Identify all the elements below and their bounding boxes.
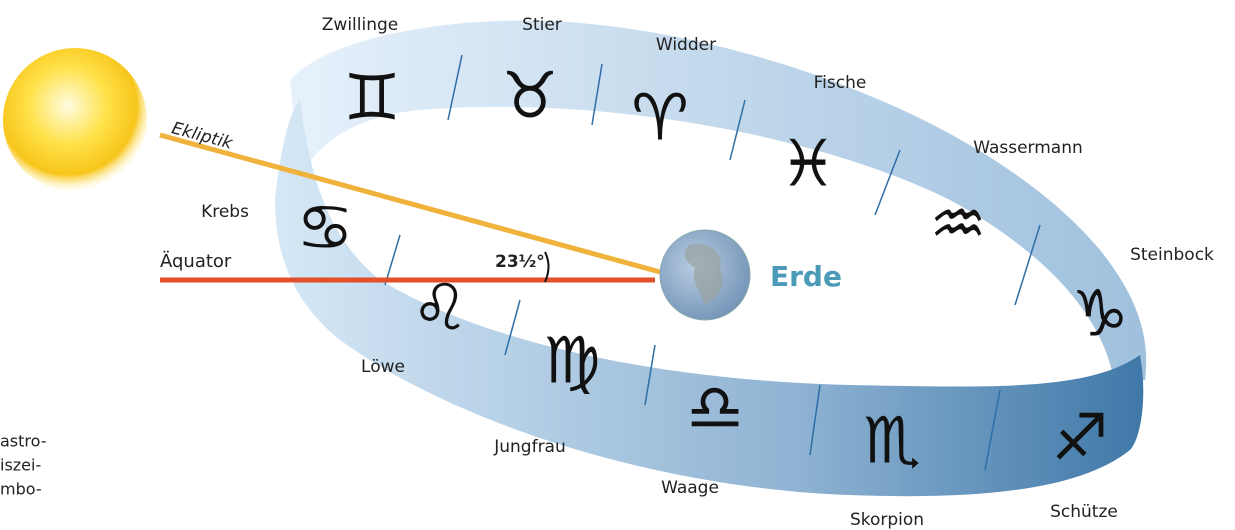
sign-symbol: ♍ <box>543 325 600 399</box>
sign-name: Zwillinge <box>322 15 398 35</box>
sign-name: Skorpion <box>850 510 924 530</box>
sign-name: Schütze <box>1050 502 1118 522</box>
angle-label: 23½° <box>495 252 545 272</box>
sign-symbol: ♒ <box>929 188 986 262</box>
sign-name: Wassermann <box>973 138 1083 158</box>
sign-name: Krebs <box>201 202 249 222</box>
sign-symbol: ♋ <box>296 192 353 266</box>
side-text-line: astro- <box>0 432 47 451</box>
side-text: astro-iszei-mbo- <box>0 432 47 499</box>
sign-name: Löwe <box>361 357 405 377</box>
sun <box>3 48 147 192</box>
zodiac-diagram: Äquator Ekliptik 23½° Erde Zwillinge♊Sti… <box>0 0 1235 530</box>
sign-symbol: ♑ <box>1071 278 1128 352</box>
side-text-line: iszei- <box>0 456 41 475</box>
sign-symbol: ♉ <box>501 60 558 134</box>
sign-symbol: ♓ <box>779 128 836 202</box>
sign-name: Waage <box>661 478 719 498</box>
sign-name: Steinbock <box>1130 245 1214 265</box>
sign-symbol: ♊ <box>343 62 400 136</box>
sign-symbol: ♈ <box>631 82 688 156</box>
sign-symbol: ♌ <box>411 272 468 346</box>
earth-label: Erde <box>770 260 842 293</box>
sign-symbol: ♐ <box>1051 402 1108 476</box>
equator-label: Äquator <box>160 251 232 272</box>
sign-name: Jungfrau <box>493 437 566 457</box>
sign-symbol: ♏ <box>863 405 920 479</box>
sign-name: Fische <box>814 73 867 93</box>
sign-symbol: ♎ <box>686 372 743 446</box>
sign-name: Stier <box>522 15 562 35</box>
side-text-line: mbo- <box>0 480 42 499</box>
sign-name: Widder <box>656 35 716 55</box>
